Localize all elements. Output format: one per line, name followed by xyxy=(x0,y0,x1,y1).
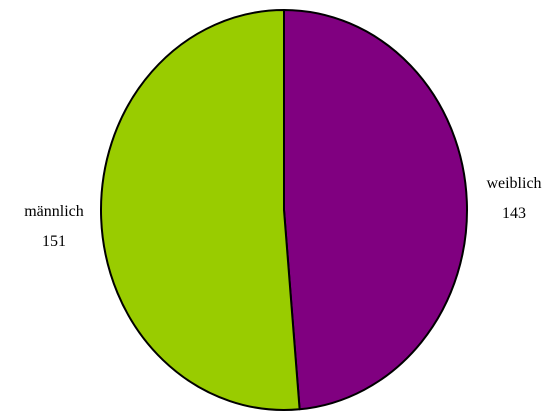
pie-slice-weiblich xyxy=(283,9,468,411)
pie-label-value-männlich: 151 xyxy=(42,233,66,250)
pie-slices xyxy=(100,9,468,411)
pie-label-value-weiblich: 143 xyxy=(502,205,526,222)
pie-label-name-männlich: männlich xyxy=(24,203,84,220)
pie-labels: weiblich 143 männlich 151 xyxy=(24,175,541,250)
pie-slice-männlich xyxy=(100,9,301,411)
pie-label-name-weiblich: weiblich xyxy=(486,175,541,192)
